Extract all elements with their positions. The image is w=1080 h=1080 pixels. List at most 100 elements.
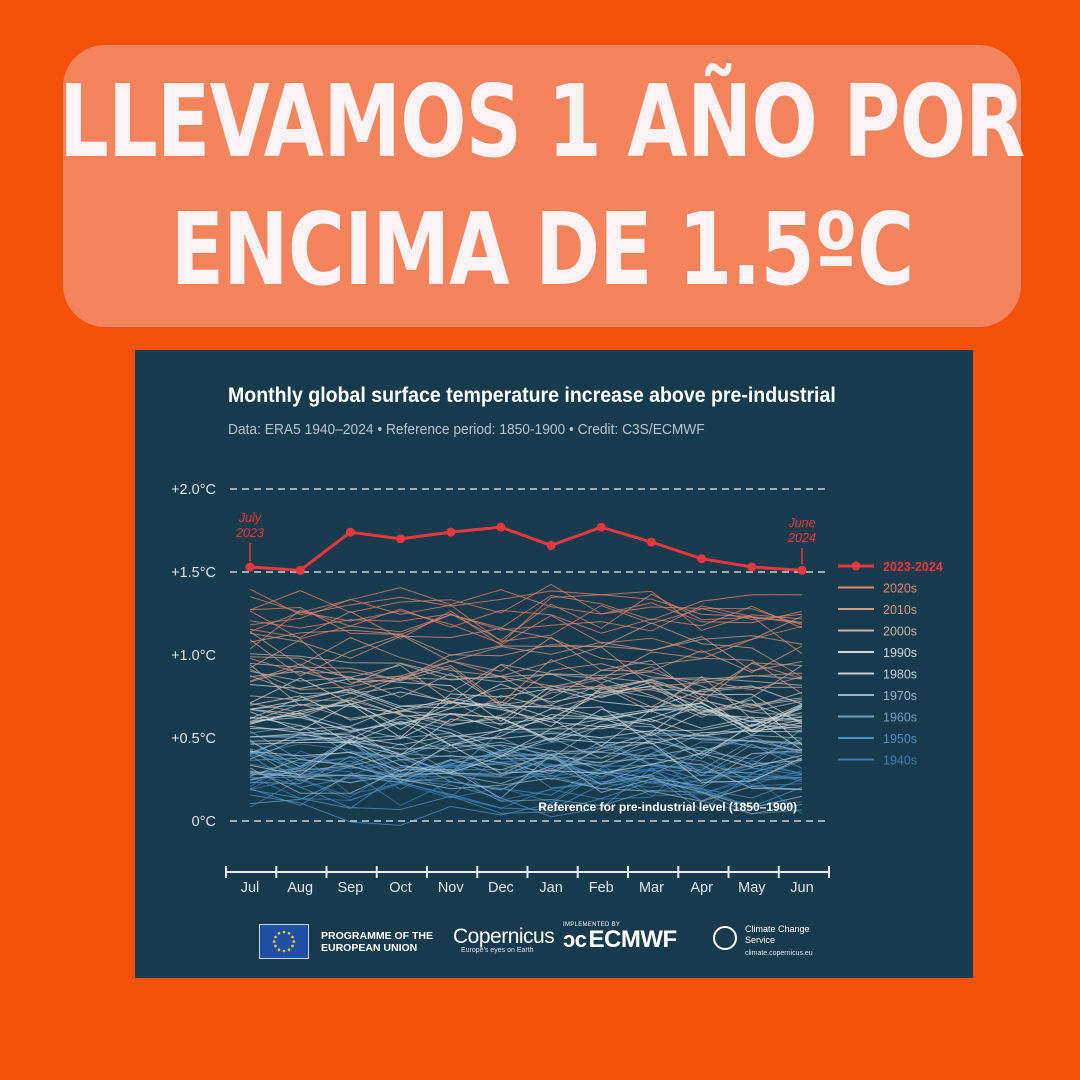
series-line-1980s <box>249 712 803 746</box>
x-tick-label-jul: Jul <box>241 880 260 896</box>
chart-panel: Monthly global surface temperature incre… <box>135 350 973 978</box>
x-tick-label-jun: Jun <box>790 880 813 896</box>
series-line-1980s <box>249 744 803 774</box>
legend-label-2020s: 2020s <box>883 582 917 596</box>
data-point-dec <box>496 522 506 532</box>
x-tick-label-sep: Sep <box>337 880 363 896</box>
x-tick-label-dec: Dec <box>488 880 514 896</box>
annotation-start: July <box>238 511 262 525</box>
x-tick-label-nov: Nov <box>438 880 465 896</box>
series-line-2020s <box>249 594 803 636</box>
series-line-2000s <box>249 659 803 713</box>
eu-flag-icon <box>259 924 309 959</box>
series-line-1950s <box>249 767 803 818</box>
series-line-1950s <box>249 769 803 814</box>
data-point-sep <box>345 527 355 537</box>
ecmwf-mark-icon: ↄc <box>563 927 587 952</box>
legend-label-1990s: 1990s <box>883 646 917 660</box>
series-line-2020s <box>249 598 803 642</box>
series-line-2020s <box>249 588 803 631</box>
series-line-2010s <box>249 629 803 656</box>
series-line-2000s <box>249 663 803 708</box>
legend-group: 2023-2024 2020s 2010s 2000s 1990s 1980s 1970s 1… <box>838 560 943 768</box>
series-line-2000s <box>249 665 803 718</box>
data-point-feb <box>596 522 606 532</box>
x-tick-label-mar: Mar <box>639 880 664 896</box>
series-line-1970s <box>249 718 803 760</box>
data-point-mar <box>646 537 656 547</box>
series-line-1970s <box>249 754 803 809</box>
series-line-2023-2024 <box>249 525 803 572</box>
series-line-1960s <box>249 775 803 815</box>
x-tick-label-may: May <box>738 880 766 896</box>
series-line-1990s <box>249 699 803 733</box>
series-line-1950s <box>249 741 803 773</box>
legend-label-2010s: 2010s <box>883 603 917 617</box>
x-tick-label-aug: Aug <box>287 880 313 896</box>
legend-label-1960s: 1960s <box>883 711 917 725</box>
series-line-2000s <box>249 675 803 727</box>
legend-label-2000s: 2000s <box>883 625 917 639</box>
series-line-2010s <box>249 615 803 666</box>
series-line-2020s <box>249 593 803 641</box>
series-line-2020s <box>249 605 803 640</box>
annotation-end: 2024 <box>787 531 816 545</box>
annotation-start: 2023 <box>235 526 264 540</box>
data-point-oct <box>396 534 406 544</box>
legend-label-1980s: 1980s <box>883 668 917 682</box>
series-line-1990s <box>249 678 803 723</box>
series-line-2010s <box>249 660 803 703</box>
series-line-2020s <box>249 610 803 654</box>
series-line-2020s <box>249 605 803 655</box>
data-point-jul <box>245 562 255 572</box>
axes-group: 0°C +0.5°C +1.0°C +1.5°C +2.0°C Jul Aug Sep Oct N… <box>171 482 830 896</box>
series-line-1990s <box>249 704 803 745</box>
series-line-1960s <box>249 725 803 767</box>
y-tick-label: +1.5°C <box>171 565 216 581</box>
series-line-1980s <box>249 710 803 757</box>
series-line-1950s <box>249 772 803 826</box>
x-tick-label-oct: Oct <box>389 880 412 896</box>
decade-lines-group <box>249 583 803 826</box>
y-tick-label: +1.0°C <box>171 648 216 664</box>
data-point-may <box>747 562 757 572</box>
c3s-ring-icon <box>713 926 737 950</box>
series-line-2020s <box>249 594 803 645</box>
copernicus-logo: Copernicus Europe's eyes on Earth <box>453 925 555 954</box>
headline-banner: LLEVAMOS 1 AÑO POR ENCIMA DE 1.5ºC <box>59 45 1025 327</box>
eu-programme-label: PROGRAMME OF THE EUROPEAN UNION <box>321 930 433 954</box>
y-tick-label: 0°C <box>192 814 216 830</box>
series-line-1970s <box>249 754 803 791</box>
series-line-2000s <box>249 687 803 726</box>
series-line-2010s <box>249 636 803 683</box>
reference-annotation: Reference for pre-industrial level (1850… <box>538 800 797 814</box>
legend-label-1970s: 1970s <box>883 689 917 703</box>
series-line-1940s <box>249 740 803 784</box>
data-point-jun <box>797 565 807 575</box>
series-line-2010s <box>249 651 803 695</box>
series-line-1970s <box>249 749 803 787</box>
x-tick-label-jan: Jan <box>539 880 562 896</box>
chart-subtitle: Data: ERA5 1940–2024 • Reference period:… <box>228 422 705 438</box>
series-line-2020s <box>249 587 803 626</box>
headline-line-2: ENCIMA DE 1.5ºC <box>170 191 915 308</box>
x-tick-label-feb: Feb <box>589 880 614 896</box>
series-line-1960s <box>249 733 803 771</box>
series-line-2010s <box>249 622 803 678</box>
y-tick-label: +0.5°C <box>171 731 216 747</box>
series-line-1990s <box>249 699 803 746</box>
x-tick-label-apr: Apr <box>690 880 713 896</box>
annotation-end: June <box>787 516 815 530</box>
series-line-1980s <box>249 737 803 783</box>
series-line-1970s <box>249 735 803 768</box>
series-line-1980s <box>249 708 803 757</box>
series-line-1960s <box>249 748 803 782</box>
legend-label-1940s: 1940s <box>883 754 917 768</box>
legend-label-2023-2024: 2023-2024 <box>883 560 943 574</box>
reference-lines-group <box>230 488 830 822</box>
legend-marker-2023-2024 <box>851 561 861 571</box>
series-line-1990s <box>249 706 803 756</box>
headline-line-1: LLEVAMOS 1 AÑO POR <box>59 63 1025 180</box>
